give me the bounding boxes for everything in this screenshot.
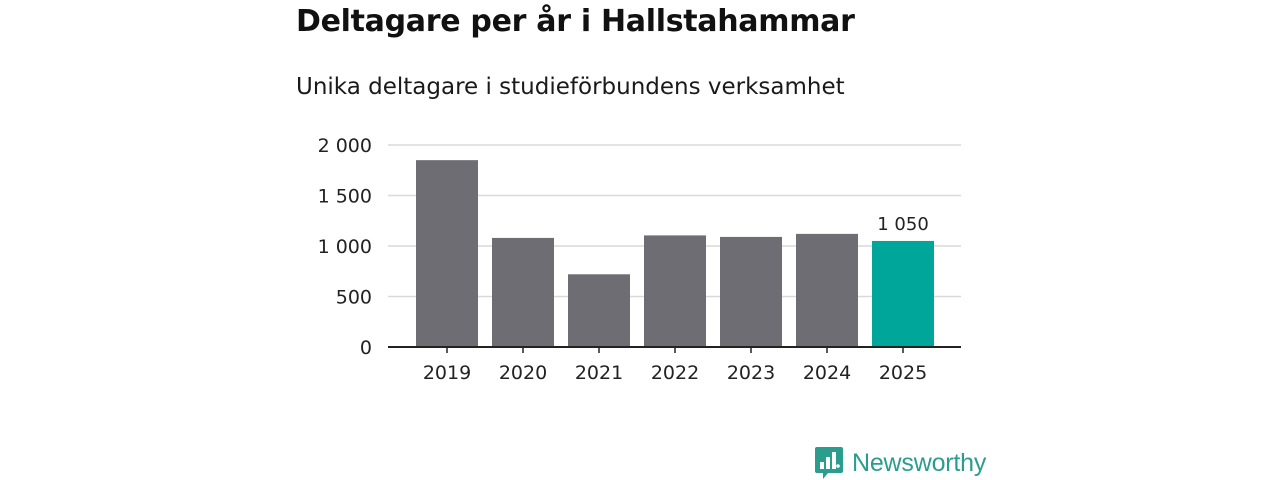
bar-2024 [796, 233, 858, 347]
x-axis-ticks: 2019 2020 2021 2022 2023 2024 2025 [423, 347, 927, 384]
bar-2021 [568, 274, 630, 347]
newsworthy-logo-icon [815, 447, 843, 479]
y-tick-label: 0 [360, 337, 372, 359]
x-tick-label: 2020 [499, 362, 547, 384]
data-label: 1 050 [877, 214, 929, 235]
bars [416, 160, 934, 347]
x-tick-label: 2025 [879, 362, 927, 384]
brand-logo: Newsworthy [814, 446, 986, 480]
chart-subtitle: Unika deltagare i studieförbundens verks… [296, 74, 845, 100]
y-tick-label: 1 500 [318, 186, 372, 208]
brand-name: Newsworthy [852, 448, 987, 477]
x-tick-label: 2022 [651, 362, 699, 384]
x-tick-label: 2024 [803, 362, 851, 384]
y-tick-label: 500 [336, 287, 372, 309]
x-tick-label: 2021 [575, 362, 623, 384]
y-tick-label: 1 000 [318, 236, 372, 258]
bar-2020 [492, 237, 554, 347]
y-tick-label: 2 000 [318, 135, 372, 157]
bar-2023 [720, 236, 782, 347]
data-labels: 1 050 [877, 214, 929, 235]
bar-2022 [644, 235, 706, 347]
x-tick-label: 2019 [423, 362, 471, 384]
bar-2019 [416, 160, 478, 347]
bar-2025 [872, 240, 934, 347]
x-tick-label: 2023 [727, 362, 775, 384]
y-axis-ticks: 0 500 1 000 1 500 2 000 [318, 135, 372, 359]
bar-chart: 0 500 1 000 1 500 2 000 2019 2020 2021 2022 2023… [318, 135, 961, 384]
chart-title: Deltagare per år i Hallstahammar [296, 4, 855, 39]
